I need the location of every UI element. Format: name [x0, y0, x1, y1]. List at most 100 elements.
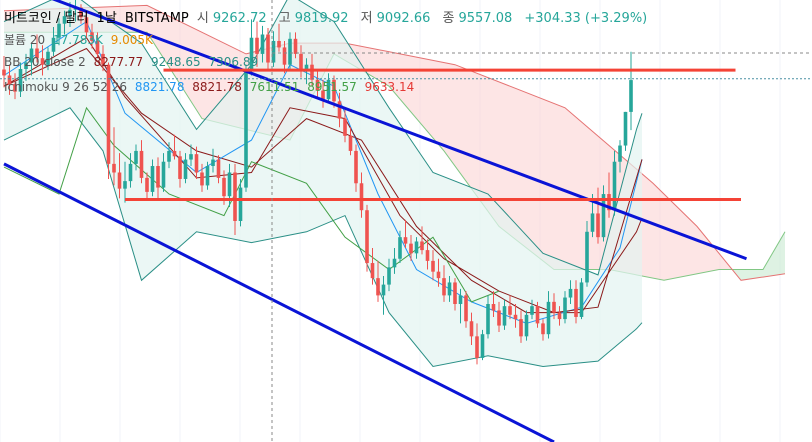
- legend-bb-row[interactable]: BB 20 close 2 8277.77 9248.65 7306.89: [4, 55, 262, 69]
- candle-body: [84, 17, 89, 33]
- drawn-lines[interactable]: [3, 0, 748, 442]
- candle-body: [326, 79, 331, 100]
- candle-body: [255, 37, 259, 54]
- cloud-segment: [499, 81, 505, 231]
- bb-basis-value: 8277.77: [93, 55, 144, 69]
- candle-body: [178, 156, 182, 179]
- candle-body: [18, 68, 23, 92]
- cloud-segment: [130, 5, 136, 33]
- bb-lower-value: 7306.89: [208, 55, 259, 69]
- candle-body: [216, 159, 221, 178]
- high-key: 고: [278, 11, 291, 26]
- cloud-segment: [482, 75, 488, 212]
- candle: [150, 159, 155, 197]
- cloud-segment: [174, 18, 180, 85]
- candle: [475, 323, 479, 365]
- candle: [200, 163, 204, 192]
- candle-body: [436, 271, 441, 279]
- candle-body: [68, 9, 72, 17]
- cloud-segment: [570, 112, 576, 270]
- legend-volume-row[interactable]: 볼륨 20 17.783K 9.005K: [4, 31, 157, 48]
- candle: [381, 275, 386, 315]
- legend-ichimoku-row[interactable]: Ichimoku 9 26 52 26 8821.78 8821.78 7611…: [4, 80, 418, 94]
- candle: [13, 73, 17, 100]
- candle-body: [508, 306, 512, 315]
- candle: [508, 295, 512, 320]
- candle: [24, 53, 28, 81]
- candle: [546, 291, 551, 339]
- open-value: 시 9262.72: [197, 11, 271, 26]
- candle: [134, 144, 138, 171]
- candle-body: [227, 172, 232, 197]
- candle-body: [359, 183, 364, 211]
- candle-body: [139, 150, 144, 178]
- candle-body: [288, 38, 292, 65]
- cloud-segment: [169, 16, 175, 76]
- candle: [101, 45, 105, 72]
- cloud-segment: [207, 35, 213, 122]
- candle-body: [601, 194, 606, 238]
- cloud-segment: [504, 84, 510, 236]
- candle: [7, 64, 12, 95]
- candle: [29, 43, 34, 76]
- cloud-segment: [515, 88, 521, 244]
- cloud-segment: [691, 221, 697, 275]
- candle: [579, 278, 584, 320]
- candle-body: [629, 80, 633, 112]
- candle-body: [2, 69, 6, 76]
- candle-body: [409, 243, 413, 254]
- ichimoku-indicator-name: Ichimoku 9 26 52 26: [4, 80, 127, 94]
- candle-body: [293, 38, 298, 54]
- cloud-segment: [196, 29, 202, 119]
- ichimoku-lead-a-value: 8951.57: [307, 80, 357, 94]
- candle-body: [167, 150, 171, 162]
- ichimoku-lagging-value: 7611.51: [249, 80, 300, 94]
- candle: [359, 172, 364, 218]
- candle: [266, 28, 270, 69]
- candle-body: [354, 150, 358, 184]
- candle-body: [348, 135, 353, 151]
- candle: [244, 64, 248, 192]
- cloud-segment: [537, 97, 543, 261]
- bb-upper-value: 9248.65: [151, 55, 201, 69]
- cloud-segment: [389, 51, 395, 93]
- candle: [574, 280, 578, 324]
- candle-body: [57, 23, 61, 38]
- cloud-segment: [488, 77, 494, 219]
- candle-body: [249, 37, 254, 71]
- cloud-segment: [713, 246, 719, 271]
- candle: [392, 247, 397, 274]
- symbol-name[interactable]: 비트코인 / 달러: [4, 11, 89, 26]
- candle: [332, 75, 336, 108]
- ichimoku-base-value: 8821.78: [192, 80, 242, 94]
- candle-body: [552, 301, 556, 313]
- candle: [601, 185, 606, 242]
- candle: [464, 291, 468, 328]
- cloud-segment: [653, 183, 659, 280]
- candle: [425, 239, 430, 270]
- low-number: 9092.66: [376, 11, 431, 26]
- cloud-segment: [147, 5, 153, 41]
- candle: [403, 219, 408, 248]
- cloud-segment: [658, 188, 664, 281]
- volume-ma-value: 9.005K: [110, 33, 153, 47]
- candle-body: [464, 295, 468, 322]
- cloud-segment: [642, 173, 648, 278]
- candle-body: [546, 301, 551, 335]
- candle: [612, 150, 617, 216]
- candle: [271, 31, 276, 67]
- candle: [205, 161, 210, 190]
- cloud-segment: [438, 61, 444, 151]
- candle: [293, 32, 298, 59]
- candle: [596, 187, 600, 244]
- candle-body: [277, 40, 281, 48]
- ichimoku-lead-b-value: 9633.14: [364, 80, 415, 94]
- candle: [530, 299, 534, 320]
- candle: [541, 319, 545, 341]
- candle: [128, 153, 133, 188]
- candle: [387, 258, 391, 292]
- cloud-segment: [510, 86, 516, 240]
- interval-label: 1날: [96, 11, 117, 26]
- candle-body: [502, 306, 507, 326]
